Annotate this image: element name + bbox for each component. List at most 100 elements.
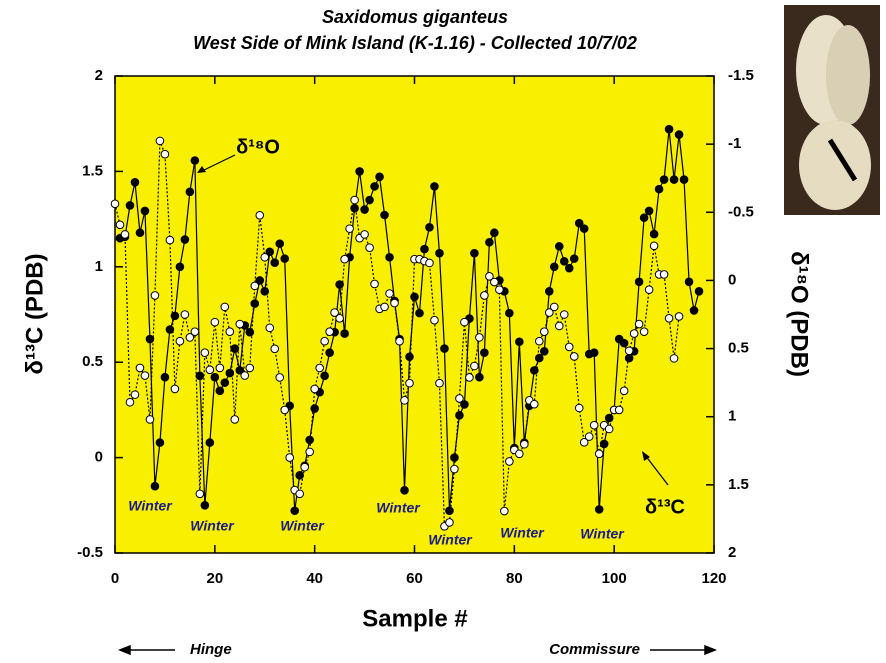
data-point (619, 386, 629, 396)
series-label: δ¹⁸O (236, 136, 280, 158)
data-point (430, 182, 439, 191)
series-label: δ¹³C (645, 496, 685, 518)
data-point (290, 506, 300, 516)
data-point (569, 352, 579, 361)
y-tick-label: 0.5 (82, 353, 103, 370)
data-point (320, 371, 329, 381)
x-tick-label: 80 (506, 570, 523, 587)
data-point (624, 346, 634, 356)
data-point (380, 302, 389, 312)
data-point (270, 344, 280, 354)
data-point (265, 323, 275, 333)
y-tick-label: 2 (95, 67, 103, 84)
data-point (649, 229, 659, 239)
data-point (185, 187, 195, 197)
data-point (589, 420, 599, 430)
data-point (265, 247, 275, 257)
data-point (135, 363, 145, 373)
chart-subtitle: West Side of Mink Island (K-1.16) - Coll… (193, 33, 637, 53)
shell-photo (784, 5, 880, 215)
data-point (235, 319, 245, 329)
data-point (190, 156, 200, 165)
y2-tick-label: 1.5 (728, 476, 749, 493)
data-point (275, 239, 285, 248)
data-point (310, 384, 319, 394)
data-point (549, 262, 559, 272)
data-point (649, 241, 659, 251)
data-point (365, 195, 374, 205)
x-tick-label: 0 (111, 570, 119, 587)
data-point (684, 277, 694, 287)
data-point (375, 172, 384, 182)
data-point (130, 178, 140, 187)
data-point (505, 457, 514, 466)
data-point (205, 438, 215, 447)
data-point (659, 270, 669, 279)
data-point (120, 230, 130, 239)
data-point (664, 124, 674, 134)
data-point (435, 248, 444, 258)
data-point (614, 405, 624, 415)
label-arrow-head (197, 166, 206, 173)
y-tick-label: 1.5 (82, 162, 103, 179)
y2-tick-label: -1.5 (728, 67, 754, 84)
data-point (634, 277, 644, 287)
annotation: Winter (190, 518, 235, 534)
data-point (554, 242, 564, 251)
data-point (559, 257, 569, 266)
data-point (250, 281, 260, 291)
data-point (425, 222, 434, 232)
data-point (624, 353, 634, 363)
data-point (110, 199, 120, 209)
annotation: Winter (280, 518, 325, 534)
footer-right: Commissure (549, 641, 640, 658)
data-point (425, 258, 434, 268)
data-point (644, 206, 654, 216)
data-point (335, 280, 344, 289)
y2-tick-label: -1 (728, 135, 741, 152)
data-point (300, 462, 309, 472)
data-point (460, 400, 469, 409)
data-point (619, 338, 629, 348)
data-point (500, 506, 509, 516)
data-point (225, 327, 235, 336)
y2-tick-label: 0.5 (728, 340, 749, 357)
data-point (520, 439, 529, 449)
data-point (480, 291, 489, 300)
data-point (210, 372, 220, 382)
chart-title: Saxidomus giganteus (322, 7, 508, 27)
data-point (245, 327, 255, 337)
data-point (125, 397, 135, 407)
data-point (505, 308, 514, 318)
data-point (295, 489, 304, 499)
data-point (430, 315, 439, 325)
annotation: Winter (128, 498, 173, 514)
data-point (634, 319, 644, 329)
data-point (260, 252, 270, 262)
data-point (674, 130, 684, 139)
data-point (200, 348, 210, 357)
data-point (440, 344, 449, 353)
data-point (450, 453, 459, 462)
data-point (674, 312, 684, 321)
data-point (205, 365, 215, 375)
data-point (584, 432, 594, 441)
data-point (490, 277, 499, 287)
data-point (275, 373, 285, 382)
data-point (225, 368, 235, 378)
data-point (340, 329, 349, 338)
data-point (539, 327, 549, 336)
data-point (644, 285, 654, 294)
data-point (325, 348, 334, 357)
data-point (639, 213, 649, 223)
y2-tick-label: 1 (728, 408, 736, 425)
x-tick-label: 100 (602, 570, 627, 587)
data-point (574, 403, 584, 413)
data-point (380, 210, 389, 220)
data-point (490, 228, 499, 238)
data-point (435, 378, 444, 388)
data-point (654, 184, 664, 194)
data-point (629, 329, 639, 338)
x-tick-label: 40 (306, 570, 323, 587)
